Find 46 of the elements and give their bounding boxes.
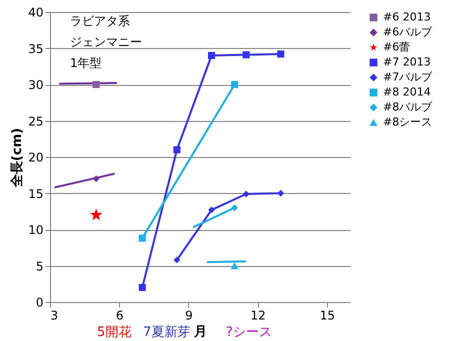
legend-label: #8 2014	[383, 86, 431, 98]
point	[173, 146, 180, 154]
y-tick-label: 25	[28, 114, 44, 128]
x-tick-label: 3	[50, 308, 58, 322]
y-tick-label: 30	[28, 78, 44, 92]
point	[231, 80, 238, 88]
legend-label: #6蕾	[383, 40, 410, 54]
legend-label: #8シース	[383, 116, 432, 128]
y-tick-label: 20	[28, 150, 44, 164]
point	[138, 234, 146, 242]
point	[242, 51, 250, 58]
legend-label: #6バルブ	[383, 26, 434, 38]
annotation: ラビアタ系	[70, 14, 130, 28]
point	[138, 284, 146, 292]
legend-label: #8バルブ	[383, 100, 434, 114]
point	[90, 208, 102, 220]
annotation: 1年型	[70, 56, 102, 70]
point	[92, 80, 100, 88]
text: 7夏新芽	[143, 325, 190, 340]
x-axis-title: 月	[193, 324, 207, 340]
y-tick-label: 15	[28, 186, 44, 201]
point	[242, 190, 250, 198]
y-tick-label: 10	[28, 223, 44, 237]
point	[174, 256, 180, 264]
point	[208, 206, 215, 214]
legend-label: #6 2013	[383, 10, 431, 24]
x-tick-label: 9	[185, 308, 193, 322]
y-tick-label: 0	[36, 296, 44, 310]
x-tick-label: 6	[116, 308, 124, 322]
x-tick-label: 15	[320, 308, 336, 322]
x-tick-label: 12	[250, 308, 266, 322]
point	[230, 262, 238, 270]
y-tick-label: 40	[28, 6, 44, 20]
point	[277, 190, 284, 197]
annotation: ジェンマニー	[70, 35, 142, 49]
point	[277, 50, 284, 58]
legend-label: #7 2013	[383, 56, 431, 68]
legend-label: #7バルブ	[383, 70, 434, 84]
point	[231, 204, 238, 212]
point	[92, 175, 100, 182]
point	[208, 52, 216, 60]
y-tick-label: 35	[28, 42, 44, 56]
text: 5開花	[97, 325, 132, 340]
text: ?シース	[226, 325, 272, 340]
y-axis-title: 全長(cm)	[10, 128, 26, 188]
y-tick-label: 5	[36, 259, 44, 274]
